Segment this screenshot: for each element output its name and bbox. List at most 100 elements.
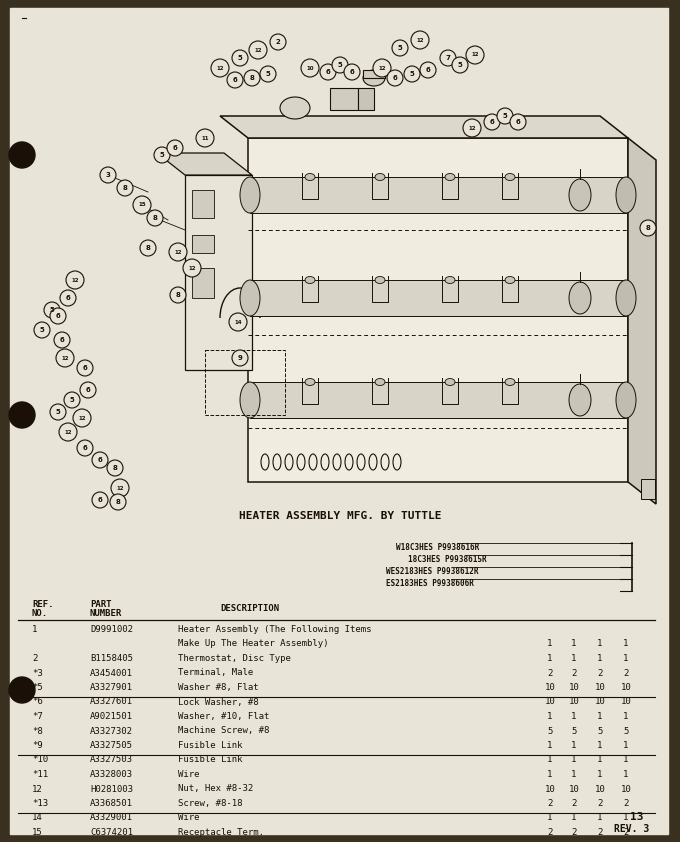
Ellipse shape — [240, 177, 260, 213]
Ellipse shape — [445, 276, 455, 284]
Text: 7: 7 — [445, 55, 450, 61]
Circle shape — [66, 271, 84, 289]
Text: 12: 12 — [116, 486, 124, 491]
Circle shape — [229, 313, 247, 331]
Circle shape — [9, 142, 35, 168]
Ellipse shape — [305, 379, 315, 386]
Ellipse shape — [505, 276, 515, 284]
Circle shape — [404, 66, 420, 82]
Text: 2: 2 — [624, 799, 629, 808]
Text: Screw, #8-18: Screw, #8-18 — [178, 799, 243, 808]
Text: A3454001: A3454001 — [90, 669, 133, 678]
Text: Wire: Wire — [178, 813, 199, 823]
Text: 1: 1 — [571, 712, 577, 721]
Text: 12: 12 — [378, 66, 386, 71]
Text: 5: 5 — [458, 62, 462, 68]
Text: REV. 3: REV. 3 — [614, 824, 649, 834]
Text: Lock Washer, #8: Lock Washer, #8 — [178, 697, 258, 706]
Text: 6: 6 — [56, 313, 61, 319]
Text: *3: *3 — [32, 669, 43, 678]
Circle shape — [170, 287, 186, 303]
Polygon shape — [157, 153, 252, 175]
Ellipse shape — [375, 173, 385, 180]
Text: 1: 1 — [547, 770, 553, 779]
Text: 6: 6 — [326, 69, 330, 75]
Text: 1: 1 — [597, 741, 602, 750]
Circle shape — [452, 57, 468, 73]
Text: 1: 1 — [32, 625, 37, 634]
Circle shape — [227, 72, 243, 88]
Text: Machine Screw, #8: Machine Screw, #8 — [178, 727, 269, 736]
Text: 6: 6 — [60, 337, 65, 343]
Text: 5: 5 — [69, 397, 74, 403]
Text: 1: 1 — [571, 770, 577, 779]
Text: 1: 1 — [597, 813, 602, 823]
Text: 8: 8 — [250, 75, 254, 81]
Text: *9: *9 — [32, 741, 43, 750]
Text: 5: 5 — [597, 727, 602, 736]
Text: 6: 6 — [392, 75, 397, 81]
Text: 12: 12 — [78, 415, 86, 420]
Text: 10: 10 — [545, 697, 556, 706]
Circle shape — [196, 129, 214, 147]
Text: *8: *8 — [32, 727, 43, 736]
Bar — [192, 235, 214, 253]
Circle shape — [211, 59, 229, 77]
Ellipse shape — [616, 280, 636, 316]
Text: 8: 8 — [152, 215, 158, 221]
Ellipse shape — [505, 173, 515, 180]
Text: 6: 6 — [98, 457, 103, 463]
Text: 1: 1 — [624, 640, 629, 648]
Text: 12: 12 — [188, 265, 196, 270]
Text: 12: 12 — [61, 355, 69, 360]
Text: 5: 5 — [571, 727, 577, 736]
Text: 12: 12 — [71, 278, 79, 283]
Text: 1: 1 — [624, 741, 629, 750]
Text: 10: 10 — [594, 785, 605, 793]
Text: WES2183HES P9938612R: WES2183HES P9938612R — [386, 568, 479, 577]
Text: NO.: NO. — [32, 609, 48, 618]
Text: 6: 6 — [350, 69, 354, 75]
Text: PART: PART — [90, 600, 112, 609]
Text: Washer #8, Flat: Washer #8, Flat — [178, 683, 258, 692]
Bar — [192, 268, 214, 298]
Text: 6: 6 — [233, 77, 237, 83]
Text: 1: 1 — [571, 741, 577, 750]
Text: 1: 1 — [597, 640, 602, 648]
Circle shape — [232, 350, 248, 366]
Bar — [250, 382, 626, 418]
Text: 12: 12 — [469, 125, 476, 131]
Ellipse shape — [445, 173, 455, 180]
Text: 9: 9 — [237, 355, 243, 361]
Text: 10: 10 — [621, 697, 631, 706]
Ellipse shape — [363, 70, 385, 86]
Text: 1: 1 — [547, 654, 553, 663]
Text: 8: 8 — [122, 185, 127, 191]
Circle shape — [140, 240, 156, 256]
Ellipse shape — [569, 179, 591, 211]
Text: 10: 10 — [545, 785, 556, 793]
Text: 1: 1 — [597, 755, 602, 765]
Text: 1: 1 — [547, 741, 553, 750]
Text: 6: 6 — [83, 445, 87, 451]
Text: 1: 1 — [624, 712, 629, 721]
Text: 5: 5 — [50, 307, 54, 313]
Bar — [358, 88, 374, 110]
Bar — [205, 350, 285, 415]
Circle shape — [440, 50, 456, 66]
Circle shape — [9, 677, 35, 703]
Circle shape — [50, 404, 66, 420]
Text: A9021501: A9021501 — [90, 712, 133, 721]
Text: 5: 5 — [409, 71, 414, 77]
Circle shape — [56, 349, 74, 367]
Polygon shape — [185, 175, 252, 370]
Circle shape — [332, 57, 348, 73]
Text: Make Up The Heater Assembly): Make Up The Heater Assembly) — [178, 640, 328, 648]
Text: 12: 12 — [471, 52, 479, 57]
Text: 2: 2 — [275, 39, 280, 45]
Text: 2: 2 — [597, 828, 602, 837]
Ellipse shape — [280, 97, 310, 119]
Polygon shape — [628, 138, 656, 504]
Text: 1: 1 — [547, 640, 553, 648]
Text: 5: 5 — [56, 409, 61, 415]
